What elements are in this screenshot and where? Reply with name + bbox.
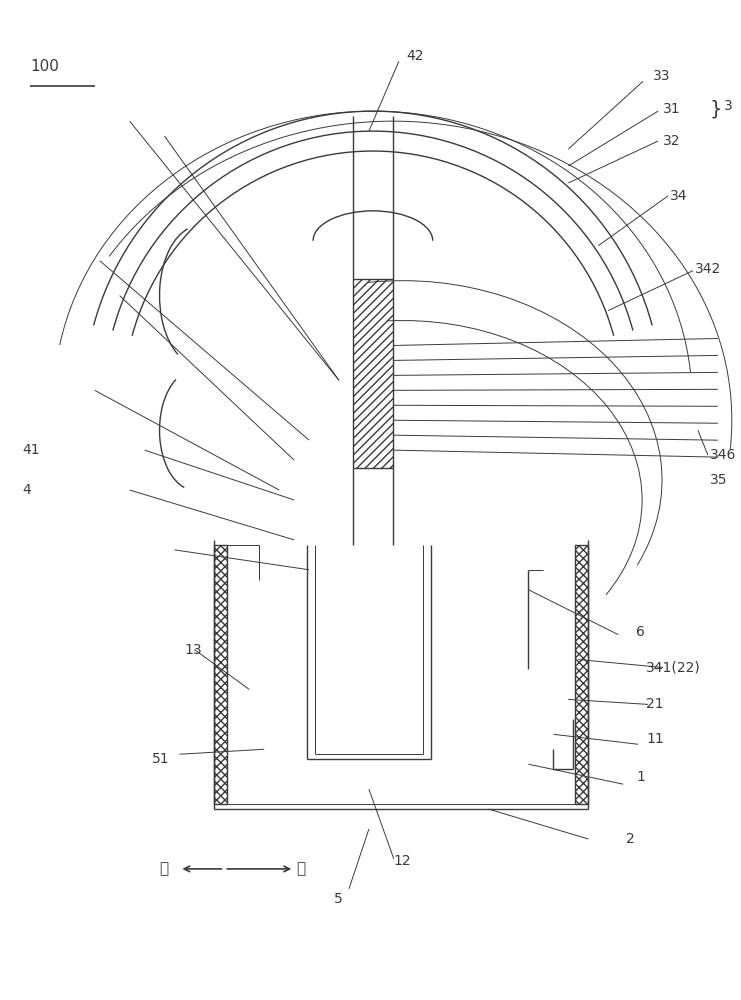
Text: 5: 5 xyxy=(334,892,343,906)
Text: 341(22): 341(22) xyxy=(646,661,701,675)
Text: 342: 342 xyxy=(695,262,721,276)
Text: 34: 34 xyxy=(670,189,688,203)
Text: 51: 51 xyxy=(152,752,169,766)
Text: }: } xyxy=(710,100,722,119)
Bar xyxy=(575,545,588,804)
Text: 35: 35 xyxy=(710,473,728,487)
Text: 6: 6 xyxy=(636,625,645,639)
Text: 31: 31 xyxy=(663,102,681,116)
Bar xyxy=(214,545,227,804)
Text: 32: 32 xyxy=(663,134,680,148)
Text: 左: 左 xyxy=(159,861,169,876)
Text: 21: 21 xyxy=(646,697,664,711)
Text: 346: 346 xyxy=(710,448,737,462)
Text: 12: 12 xyxy=(393,854,411,868)
Text: 3: 3 xyxy=(724,99,733,113)
Text: 右: 右 xyxy=(296,861,305,876)
Text: 1: 1 xyxy=(636,770,645,784)
Text: 33: 33 xyxy=(653,69,671,83)
Bar xyxy=(353,279,393,468)
Text: 13: 13 xyxy=(185,643,202,657)
Text: 2: 2 xyxy=(626,832,635,846)
Text: 100: 100 xyxy=(30,59,59,74)
Text: 42: 42 xyxy=(407,49,425,63)
Text: 4: 4 xyxy=(22,483,30,497)
Text: 11: 11 xyxy=(646,732,664,746)
Text: 41: 41 xyxy=(22,443,39,457)
